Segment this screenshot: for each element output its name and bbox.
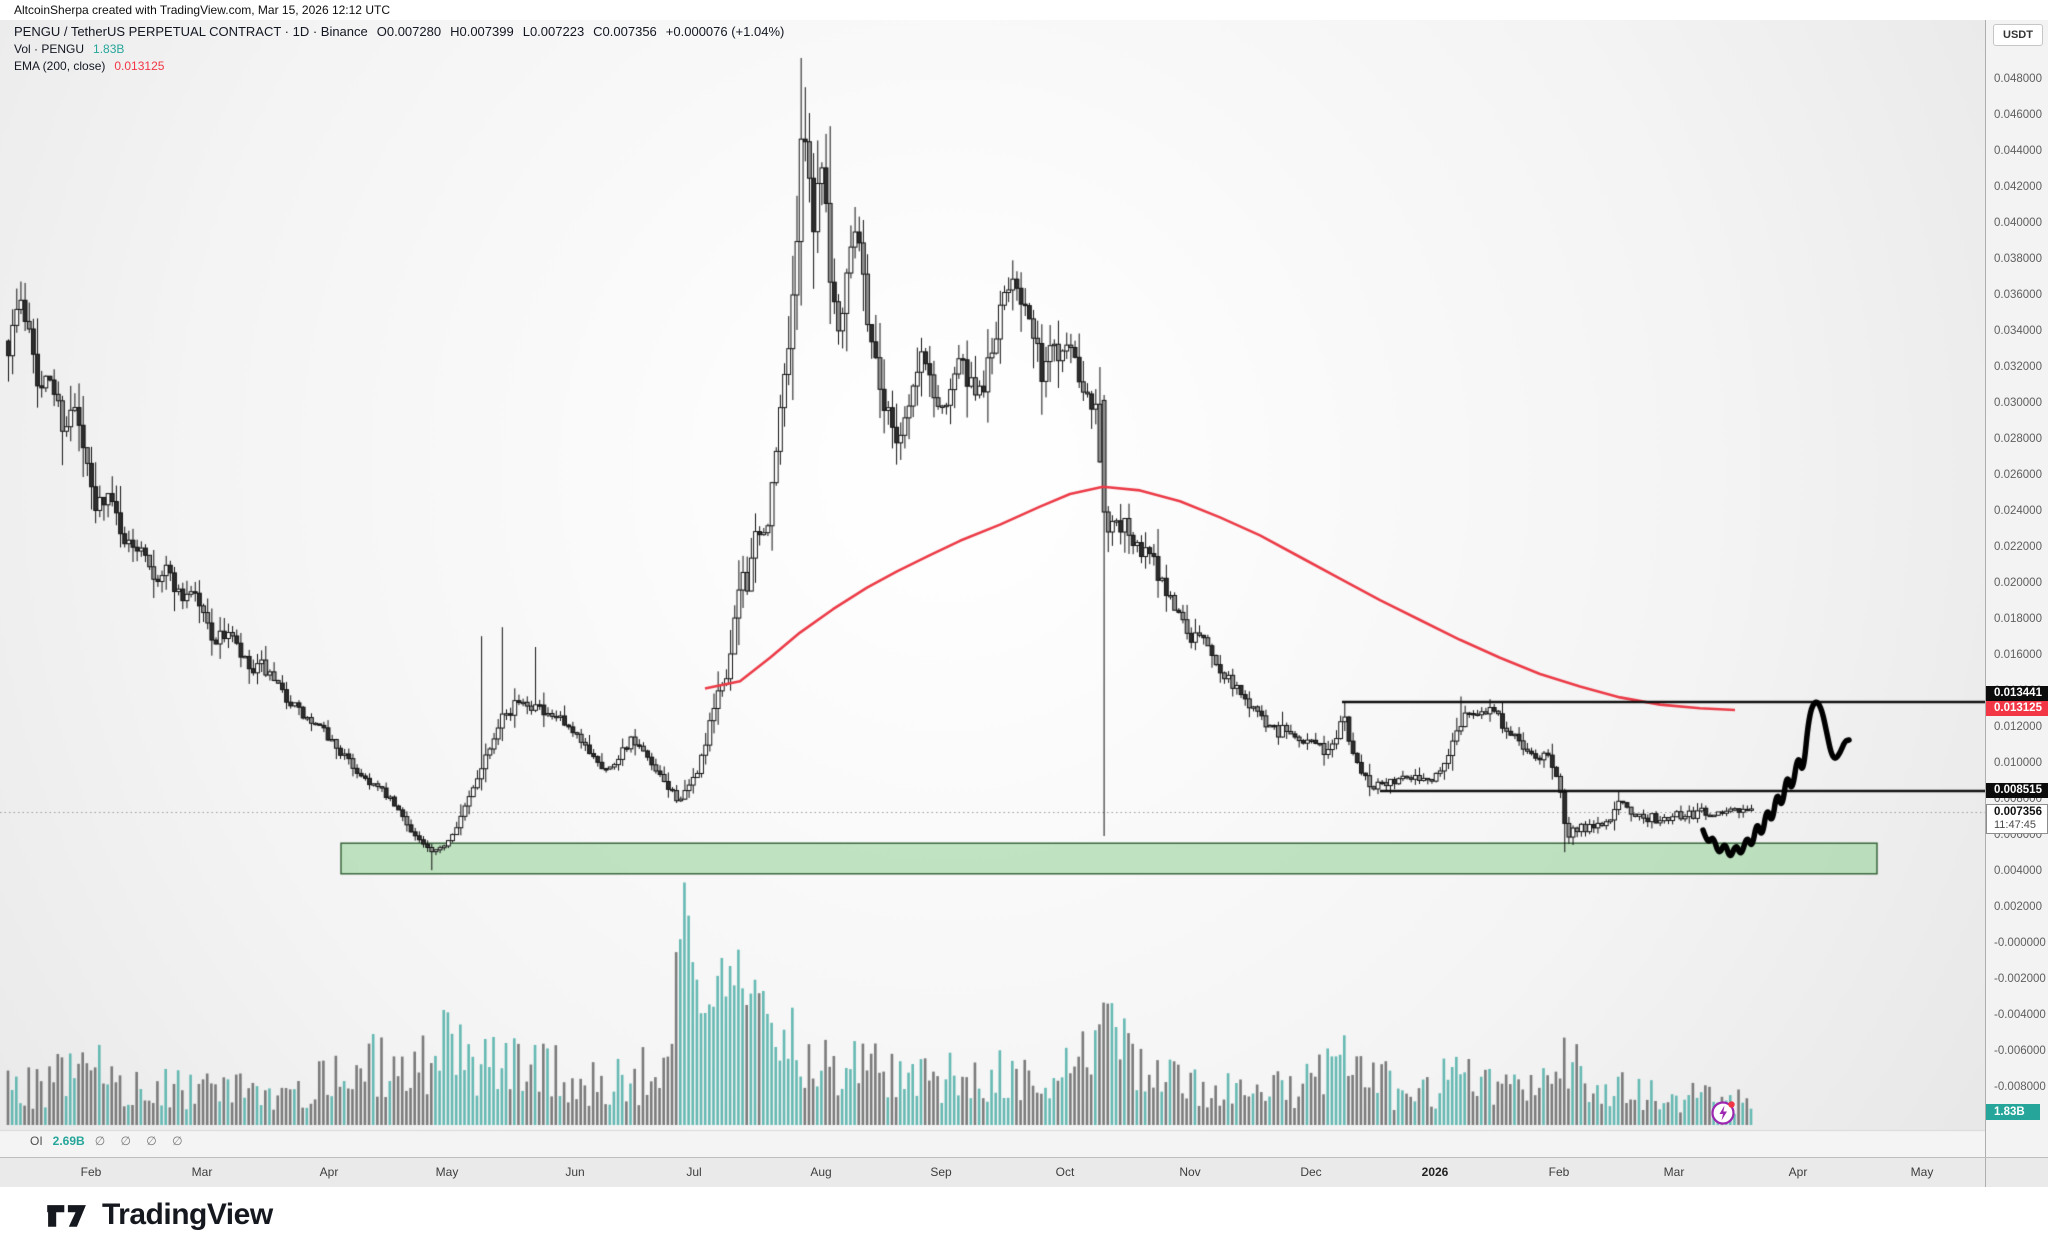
- symbol-row[interactable]: PENGU / TetherUS PERPETUAL CONTRACT · 1D…: [14, 24, 784, 39]
- time-axis[interactable]: Feb Mar Apr May Jun Jul Aug Sep Oct Nov Dec 2026 Feb…: [0, 1157, 2048, 1188]
- currency-badge: USDT: [1993, 24, 2043, 46]
- year-label: 2026: [1421, 1165, 1449, 1179]
- chart-legend: PENGU / TetherUS PERPETUAL CONTRACT · 1D…: [14, 24, 784, 76]
- bar-countdown: 11:47:45: [1994, 819, 2037, 831]
- volume-indicator-label: Vol · PENGU: [14, 42, 85, 56]
- price-tick: 0.048000: [1994, 73, 2042, 85]
- oi-empty-values: ∅ ∅ ∅ ∅: [94, 1134, 189, 1148]
- month-label: Feb: [80, 1165, 102, 1179]
- month-label: May: [435, 1165, 459, 1179]
- month-label: Oct: [1055, 1165, 1075, 1179]
- open-interest-row[interactable]: OI 2.69B ∅ ∅ ∅ ∅: [30, 1134, 189, 1148]
- price-tick: 0.040000: [1994, 217, 2042, 229]
- price-chart-canvas[interactable]: [0, 20, 1985, 1157]
- price-tick: 0.024000: [1994, 505, 2042, 517]
- price-tick: 0.020000: [1994, 577, 2042, 589]
- price-tick: -0.000000: [1994, 937, 2046, 949]
- price-tick: 0.010000: [1994, 757, 2042, 769]
- volume-indicator-value: 1.83B: [93, 42, 125, 56]
- oi-label: OI: [30, 1134, 43, 1148]
- price-tick: 0.028000: [1994, 433, 2042, 445]
- month-label: Mar: [191, 1165, 213, 1179]
- price-tick: -0.008000: [1994, 1081, 2046, 1093]
- last-price-value: 0.007356: [1994, 806, 2042, 818]
- tradingview-logo-icon: [47, 1205, 86, 1227]
- month-label: Feb: [1548, 1165, 1570, 1179]
- ohlc-high: H0.007399: [450, 24, 514, 39]
- ema-indicator-label: EMA (200, close): [14, 59, 106, 73]
- resistance-price-label: 0.013441: [1986, 686, 2048, 701]
- price-tick: 0.022000: [1994, 541, 2042, 553]
- last-price-label: 0.007356 11:47:45: [1986, 804, 2048, 834]
- ohlc-open: O0.007280: [376, 24, 442, 39]
- price-tick: 0.038000: [1994, 253, 2042, 265]
- month-label: Jun: [565, 1165, 585, 1179]
- volume-axis-label: 1.83B: [1986, 1104, 2040, 1120]
- ema-indicator-row[interactable]: EMA (200, close) 0.013125: [14, 59, 784, 73]
- month-label: Apr: [319, 1165, 339, 1179]
- month-label: Apr: [1788, 1165, 1808, 1179]
- price-tick: 0.026000: [1994, 469, 2042, 481]
- price-tick: 0.004000: [1994, 865, 2042, 877]
- support-price-label: 0.008515: [1986, 783, 2048, 798]
- volume-indicator-row[interactable]: Vol · PENGU 1.83B: [14, 42, 784, 56]
- flash-boost-icon[interactable]: [1710, 1099, 1737, 1126]
- ema-price-label: 0.013125: [1986, 701, 2048, 716]
- price-tick: 0.036000: [1994, 289, 2042, 301]
- month-label: Aug: [810, 1165, 832, 1179]
- ohlc-close: C0.007356: [593, 24, 657, 39]
- month-label: Nov: [1179, 1165, 1201, 1179]
- symbol-title: PENGU / TetherUS PERPETUAL CONTRACT · 1D…: [14, 24, 368, 39]
- price-tick: -0.002000: [1994, 973, 2046, 985]
- month-label: Dec: [1300, 1165, 1322, 1179]
- price-tick: 0.044000: [1994, 145, 2042, 157]
- price-tick: -0.006000: [1994, 1045, 2046, 1057]
- price-axis[interactable]: USDT -0.008000 -0.006000 -0.004000 -0.00200…: [1985, 20, 2048, 1157]
- tradingview-wordmark: TradingView: [102, 1198, 273, 1231]
- price-tick: 0.012000: [1994, 721, 2042, 733]
- ohlc-low: L0.007223: [522, 24, 585, 39]
- month-label: Mar: [1663, 1165, 1685, 1179]
- price-tick: -0.004000: [1994, 1009, 2046, 1021]
- price-tick: 0.046000: [1994, 109, 2042, 121]
- price-tick: 0.016000: [1994, 649, 2042, 661]
- chart-region: PENGU / TetherUS PERPETUAL CONTRACT · 1D…: [0, 20, 2048, 1157]
- price-tick: 0.042000: [1994, 181, 2042, 193]
- footer: TradingView: [0, 1187, 2048, 1244]
- ema-indicator-value: 0.013125: [114, 59, 165, 73]
- month-label: Jul: [686, 1165, 702, 1179]
- price-tick: 0.034000: [1994, 325, 2042, 337]
- price-tick: 0.018000: [1994, 613, 2042, 625]
- month-label: May: [1910, 1165, 1934, 1179]
- attribution-text: AltcoinSherpa created with TradingView.c…: [14, 3, 390, 17]
- price-tick: 0.002000: [1994, 901, 2042, 913]
- ohlc-change: +0.000076 (+1.04%): [665, 24, 785, 39]
- month-label: Sep: [930, 1165, 952, 1179]
- axis-corner-divider: [1985, 1158, 1986, 1188]
- oi-value: 2.69B: [52, 1134, 85, 1148]
- price-tick: 0.030000: [1994, 397, 2042, 409]
- price-tick: 0.032000: [1994, 361, 2042, 373]
- attribution-bar: AltcoinSherpa created with TradingView.c…: [0, 0, 2048, 20]
